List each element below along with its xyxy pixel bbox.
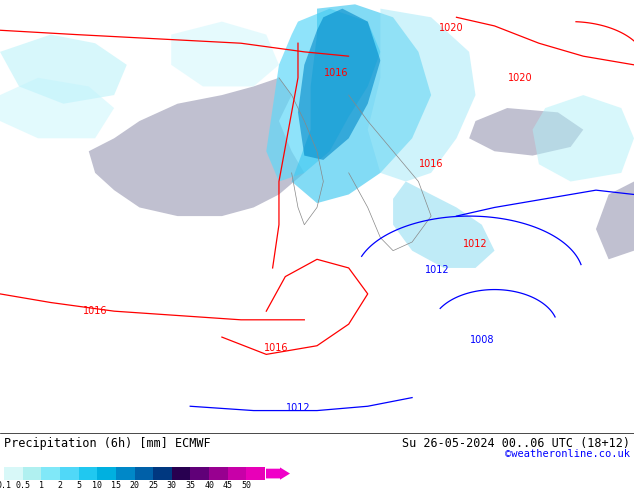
Bar [97, 467, 116, 480]
Text: 0.1: 0.1 [0, 481, 11, 490]
Polygon shape [0, 35, 127, 104]
Text: 1012: 1012 [425, 265, 450, 275]
Text: 40: 40 [204, 481, 214, 490]
Polygon shape [596, 181, 634, 259]
Text: 25: 25 [148, 481, 158, 490]
Text: Precipitation (6h) [mm] ECMWF: Precipitation (6h) [mm] ECMWF [4, 437, 210, 450]
Polygon shape [171, 22, 279, 86]
Text: 1020: 1020 [439, 23, 463, 33]
Bar [209, 467, 228, 480]
Text: 1: 1 [39, 481, 44, 490]
Bar [172, 467, 190, 480]
Text: 20: 20 [129, 481, 139, 490]
Bar [23, 467, 41, 480]
Polygon shape [266, 9, 380, 181]
Text: 45: 45 [223, 481, 233, 490]
Bar [79, 467, 97, 480]
Text: 15: 15 [111, 481, 121, 490]
Bar [60, 467, 79, 480]
Text: 1016: 1016 [83, 306, 107, 316]
Text: 10: 10 [92, 481, 102, 490]
FancyArrow shape [266, 467, 290, 480]
Text: 1016: 1016 [419, 159, 443, 169]
Text: 35: 35 [185, 481, 195, 490]
Polygon shape [368, 9, 476, 181]
Text: 30: 30 [167, 481, 177, 490]
Polygon shape [469, 108, 583, 156]
Text: 1020: 1020 [508, 73, 532, 83]
Bar [228, 467, 247, 480]
Bar [41, 467, 60, 480]
Text: 0.5: 0.5 [15, 481, 30, 490]
Bar [247, 467, 265, 480]
Polygon shape [89, 78, 304, 216]
Text: Su 26-05-2024 00..06 UTC (18+12): Su 26-05-2024 00..06 UTC (18+12) [402, 437, 630, 450]
Polygon shape [393, 181, 495, 268]
Text: 1016: 1016 [324, 69, 348, 78]
Text: 50: 50 [242, 481, 251, 490]
Text: 1016: 1016 [264, 343, 288, 353]
Bar [190, 467, 209, 480]
Text: 5: 5 [76, 481, 81, 490]
Polygon shape [0, 78, 114, 138]
Polygon shape [298, 9, 380, 160]
Polygon shape [292, 4, 431, 203]
Text: 1008: 1008 [470, 335, 494, 345]
Bar [134, 467, 153, 480]
Bar [153, 467, 172, 480]
Text: 1012: 1012 [286, 403, 310, 414]
Bar [116, 467, 134, 480]
Text: 1012: 1012 [463, 239, 488, 249]
Bar [4, 467, 23, 480]
Polygon shape [533, 95, 634, 181]
Text: ©weatheronline.co.uk: ©weatheronline.co.uk [505, 449, 630, 459]
Text: 2: 2 [58, 481, 62, 490]
